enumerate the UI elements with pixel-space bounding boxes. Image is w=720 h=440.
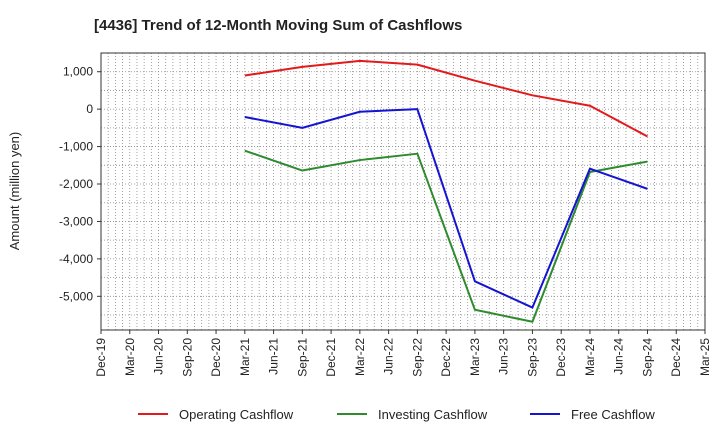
- x-tick-label: Mar-20: [123, 338, 137, 376]
- y-tick-label: -2,000: [59, 177, 93, 191]
- x-tick-label: Sep-23: [525, 338, 539, 377]
- x-tick-label: Dec-21: [324, 338, 338, 377]
- series-line-operating-cashflow: [244, 59, 648, 138]
- y-tick-label: -5,000: [59, 289, 93, 303]
- x-tick-label: Dec-22: [439, 338, 453, 377]
- x-tick-label: Jun-20: [152, 338, 166, 375]
- y-axis-label: Amount (million yen): [7, 132, 22, 251]
- y-tick-labels: 1,000 0 -1,000 -2,000 -3,000 -4,000 -5,000: [59, 65, 101, 303]
- x-tick-label: Mar-22: [353, 338, 367, 376]
- legend-label-operating-cashflow: Operating Cashflow: [179, 407, 294, 422]
- y-tick-label: -4,000: [59, 252, 93, 266]
- x-tick-label: Sep-22: [410, 338, 424, 377]
- y-tick-label: 0: [86, 102, 93, 116]
- x-tick-label: Mar-23: [468, 338, 482, 376]
- x-tick-label: Dec-24: [669, 338, 683, 377]
- x-tick-label: Mar-24: [583, 338, 597, 376]
- x-tick-label: Jun-21: [267, 338, 281, 375]
- series-line-investing-cashflow: [244, 149, 648, 323]
- x-tick-label: Sep-21: [295, 338, 309, 377]
- x-tick-label: Jun-24: [612, 338, 626, 375]
- y-tick-label: -3,000: [59, 214, 93, 228]
- legend-label-free-cashflow: Free Cashflow: [571, 407, 655, 422]
- series-line-free-cashflow: [244, 108, 648, 309]
- x-tick-label: Mar-25: [698, 338, 712, 376]
- x-tick-label: Dec-19: [94, 338, 108, 377]
- legend-label-investing-cashflow: Investing Cashflow: [378, 407, 488, 422]
- x-tick-label: Dec-20: [209, 338, 223, 377]
- x-tick-label: Sep-20: [180, 338, 194, 377]
- x-tick-label: Jun-22: [382, 338, 396, 375]
- chart-title: [4436] Trend of 12-Month Moving Sum of C…: [94, 17, 462, 34]
- y-tick-label: -1,000: [59, 140, 93, 154]
- x-tick-label: Dec-23: [554, 338, 568, 377]
- x-tick-labels: Dec-19 Mar-20 Jun-20 Sep-20 Dec-20 Mar-21 Jun-…: [94, 330, 712, 377]
- x-tick-label: Jun-23: [497, 338, 511, 375]
- legend: Operating Cashflow Investing Cashflow Free…: [138, 407, 655, 422]
- x-tick-label: Mar-21: [238, 338, 252, 376]
- x-tick-label: Sep-24: [640, 338, 654, 377]
- plot-frame: [100, 52, 706, 331]
- grid: [101, 53, 705, 330]
- y-tick-label: 1,000: [63, 65, 93, 79]
- series-lines: [244, 59, 648, 323]
